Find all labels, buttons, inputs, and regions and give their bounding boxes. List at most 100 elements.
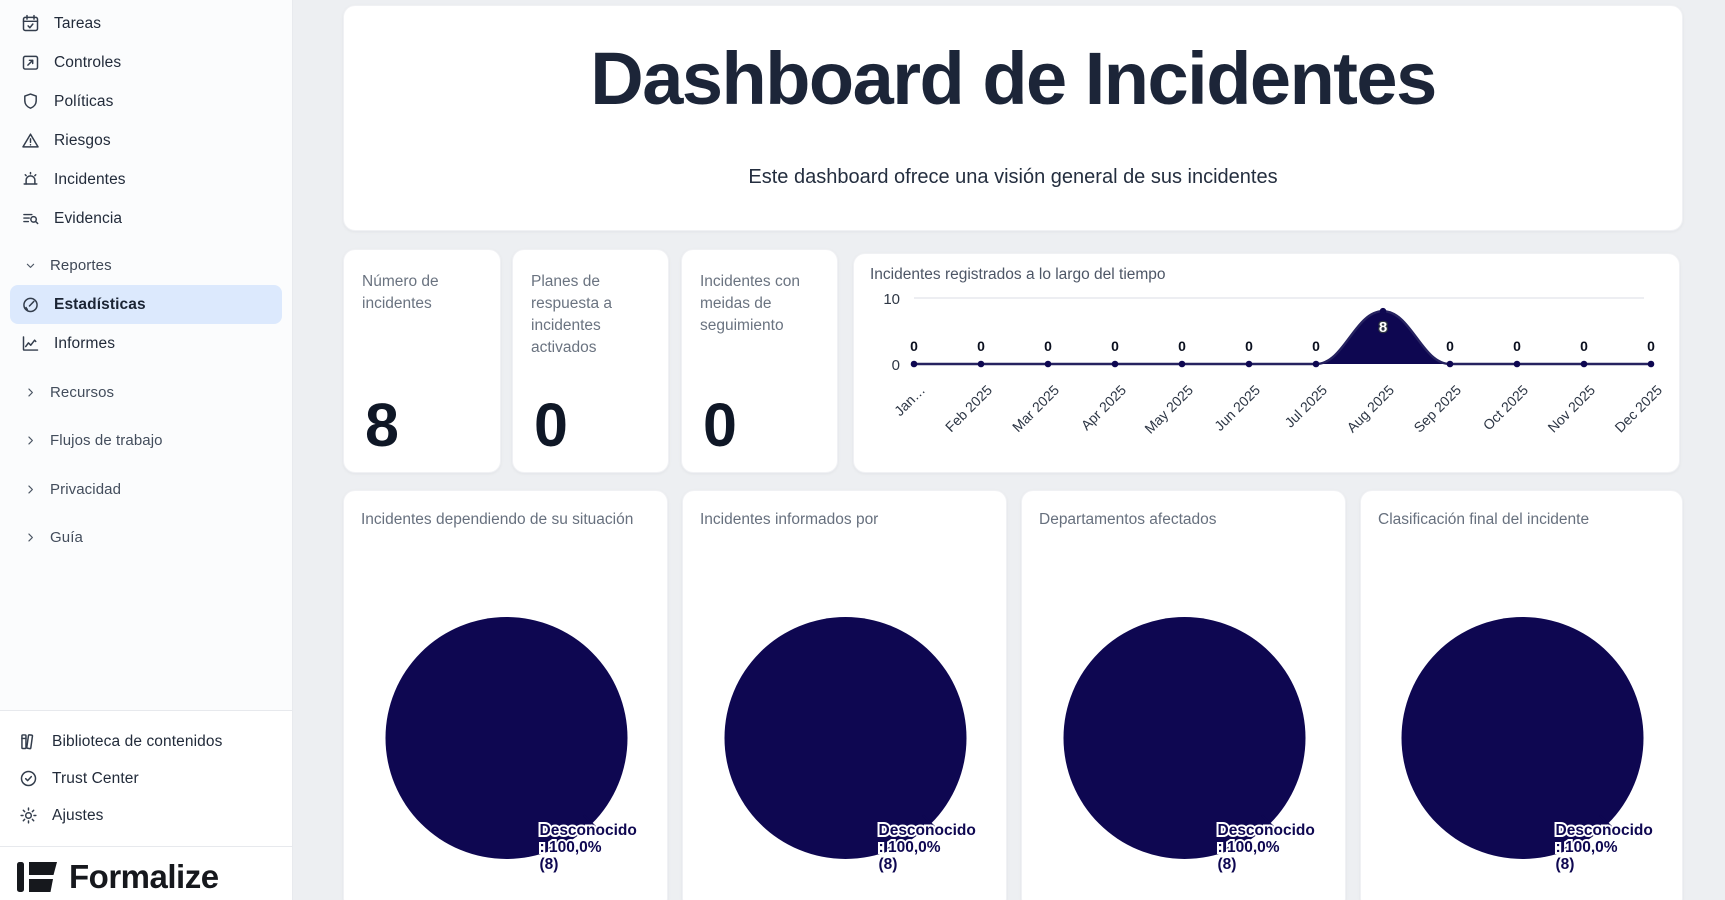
chevron-right-icon <box>22 432 39 449</box>
sidebar-item-riesgos[interactable]: Riesgos <box>10 121 282 160</box>
sidebar-item-label: Informes <box>54 334 116 352</box>
sidebar-section-reportes[interactable]: Reportes <box>10 246 282 285</box>
sidebar-item-tareas[interactable]: Tareas <box>10 4 282 43</box>
sidebar-item-informes[interactable]: Informes <box>10 324 282 363</box>
chevron-right-icon <box>22 481 39 498</box>
stat-card-numero-incidentes: Número de incidentes 8 <box>343 249 501 473</box>
pie-chart: Desconocido: 100,0%(8) <box>724 617 978 875</box>
pie-card-situacion: Incidentes dependiendo de su situación D… <box>343 490 668 900</box>
sidebar-item-estadisticas[interactable]: Estadísticas <box>10 285 282 324</box>
sidebar-item-incidentes[interactable]: Incidentes <box>10 160 282 199</box>
stat-card-incidentes-seguimiento: Incidentes con meidas de seguimiento 0 <box>681 249 838 473</box>
svg-text:0: 0 <box>1446 338 1454 354</box>
svg-text:(8): (8) <box>879 856 898 873</box>
pie-title: Incidentes dependiendo de su situación <box>361 511 634 528</box>
sidebar-item-trust-center[interactable]: Trust Center <box>8 760 284 797</box>
svg-text:: 100,0%: : 100,0% <box>540 839 602 856</box>
pie-chart: Desconocido: 100,0%(8) <box>385 617 639 875</box>
sidebar-item-politicas[interactable]: Políticas <box>10 82 282 121</box>
svg-text:0: 0 <box>910 338 918 354</box>
gear-icon <box>18 805 39 826</box>
sidebar-section-guia[interactable]: Guía <box>10 518 282 557</box>
sidebar-section-label: Reportes <box>50 257 112 274</box>
gauge-icon <box>20 294 41 315</box>
sidebar-item-label: Evidencia <box>54 209 123 227</box>
sidebar-section-privacidad[interactable]: Privacidad <box>10 470 282 509</box>
svg-text:0: 0 <box>977 338 985 354</box>
pie-card-informados-por: Incidentes informados por Desconocido: 1… <box>682 490 1007 900</box>
sidebar-item-label: Biblioteca de contenidos <box>52 732 223 750</box>
siren-icon <box>20 169 41 190</box>
svg-text:10: 10 <box>883 291 900 308</box>
sidebar-item-label: Estadísticas <box>54 295 146 313</box>
sidebar-item-label: Ajustes <box>52 806 104 824</box>
svg-text:: 100,0%: : 100,0% <box>1218 839 1280 856</box>
svg-text:Jul 2025: Jul 2025 <box>1281 382 1330 431</box>
svg-text:0: 0 <box>1178 338 1186 354</box>
stat-label: Número de incidentes <box>362 273 439 312</box>
stat-value: 0 <box>534 391 568 459</box>
badge-check-icon <box>18 768 39 789</box>
svg-text:: 100,0%: : 100,0% <box>1556 839 1618 856</box>
timeseries-card: Incidentes registrados a lo largo del ti… <box>853 253 1680 473</box>
svg-text:Jun 2025: Jun 2025 <box>1211 382 1263 434</box>
pie-title: Incidentes informados por <box>700 511 879 528</box>
sidebar-section-label: Guía <box>50 529 83 546</box>
chart-line-icon <box>20 333 41 354</box>
svg-text:Feb 2025: Feb 2025 <box>942 382 995 435</box>
sidebar-item-biblioteca[interactable]: Biblioteca de contenidos <box>8 723 284 760</box>
shield-icon <box>20 91 41 112</box>
svg-text:Nov 2025: Nov 2025 <box>1544 382 1598 436</box>
sidebar-section-label: Privacidad <box>50 480 122 498</box>
chevron-right-icon <box>22 529 39 546</box>
pie-title: Departamentos afectados <box>1039 511 1217 528</box>
svg-text:0: 0 <box>1580 338 1588 354</box>
pie-chart: Desconocido: 100,0%(8) <box>1401 617 1655 875</box>
svg-text:(8): (8) <box>1556 856 1575 873</box>
svg-text:(8): (8) <box>540 856 559 873</box>
stat-value: 8 <box>365 391 399 459</box>
sidebar-item-label: Políticas <box>54 92 114 110</box>
svg-text:: 100,0%: : 100,0% <box>879 839 941 856</box>
stat-label: Incidentes con meidas de seguimiento <box>700 273 800 334</box>
sidebar-footer: Biblioteca de contenidos Trust Center Aj… <box>0 710 292 900</box>
svg-text:Oct 2025: Oct 2025 <box>1480 382 1532 434</box>
formalize-logo-icon <box>17 862 57 892</box>
calendar-check-icon <box>20 13 41 34</box>
sidebar-item-evidencia[interactable]: Evidencia <box>10 199 282 238</box>
stat-value: 0 <box>703 391 737 459</box>
alert-triangle-icon <box>20 130 41 151</box>
sidebar-collapsed-sections: Recursos Flujos de trabajo Privacidad Gu… <box>0 373 292 558</box>
sidebar: Tareas Controles Políticas Riesgos <box>0 0 293 900</box>
page-subtitle: Este dashboard ofrece una visión general… <box>748 166 1278 188</box>
svg-text:Desconocido: Desconocido <box>1218 822 1315 839</box>
sidebar-section-label: Recursos <box>50 383 115 401</box>
svg-text:0: 0 <box>1044 338 1052 354</box>
svg-text:Apr 2025: Apr 2025 <box>1078 382 1130 434</box>
pie-title: Clasificación final del incidente <box>1378 511 1590 528</box>
svg-text:0: 0 <box>1647 338 1655 354</box>
chevron-down-icon <box>22 257 39 274</box>
timeseries-title: Incidentes registrados a lo largo del ti… <box>870 266 1166 283</box>
sidebar-item-controles[interactable]: Controles <box>10 43 282 82</box>
stat-card-planes-respuesta: Planes de respuesta a incidentes activad… <box>512 249 669 473</box>
sidebar-section-flujos[interactable]: Flujos de trabajo <box>10 421 282 460</box>
svg-text:Mar 2025: Mar 2025 <box>1009 382 1062 435</box>
sidebar-section-recursos[interactable]: Recursos <box>10 373 282 412</box>
stat-label: Planes de respuesta a incidentes activad… <box>531 273 612 356</box>
page-title: Dashboard de Incidentes <box>590 37 1437 120</box>
sidebar-section-label: Flujos de trabajo <box>50 432 163 449</box>
pie-card-departamentos: Departamentos afectados Desconocido: 100… <box>1021 490 1346 900</box>
svg-text:Jan…: Jan… <box>891 382 928 419</box>
list-search-icon <box>20 208 41 229</box>
chevron-right-icon <box>22 384 39 401</box>
pie-card-clasificacion: Clasificación final del incidente Descon… <box>1360 490 1683 900</box>
sidebar-item-label: Controles <box>54 53 122 71</box>
svg-text:Desconocido: Desconocido <box>879 822 976 839</box>
svg-text:Desconocido: Desconocido <box>540 822 637 839</box>
sidebar-item-label: Incidentes <box>54 170 126 188</box>
sidebar-item-ajustes[interactable]: Ajustes <box>8 797 284 834</box>
svg-text:Sep 2025: Sep 2025 <box>1410 382 1464 436</box>
